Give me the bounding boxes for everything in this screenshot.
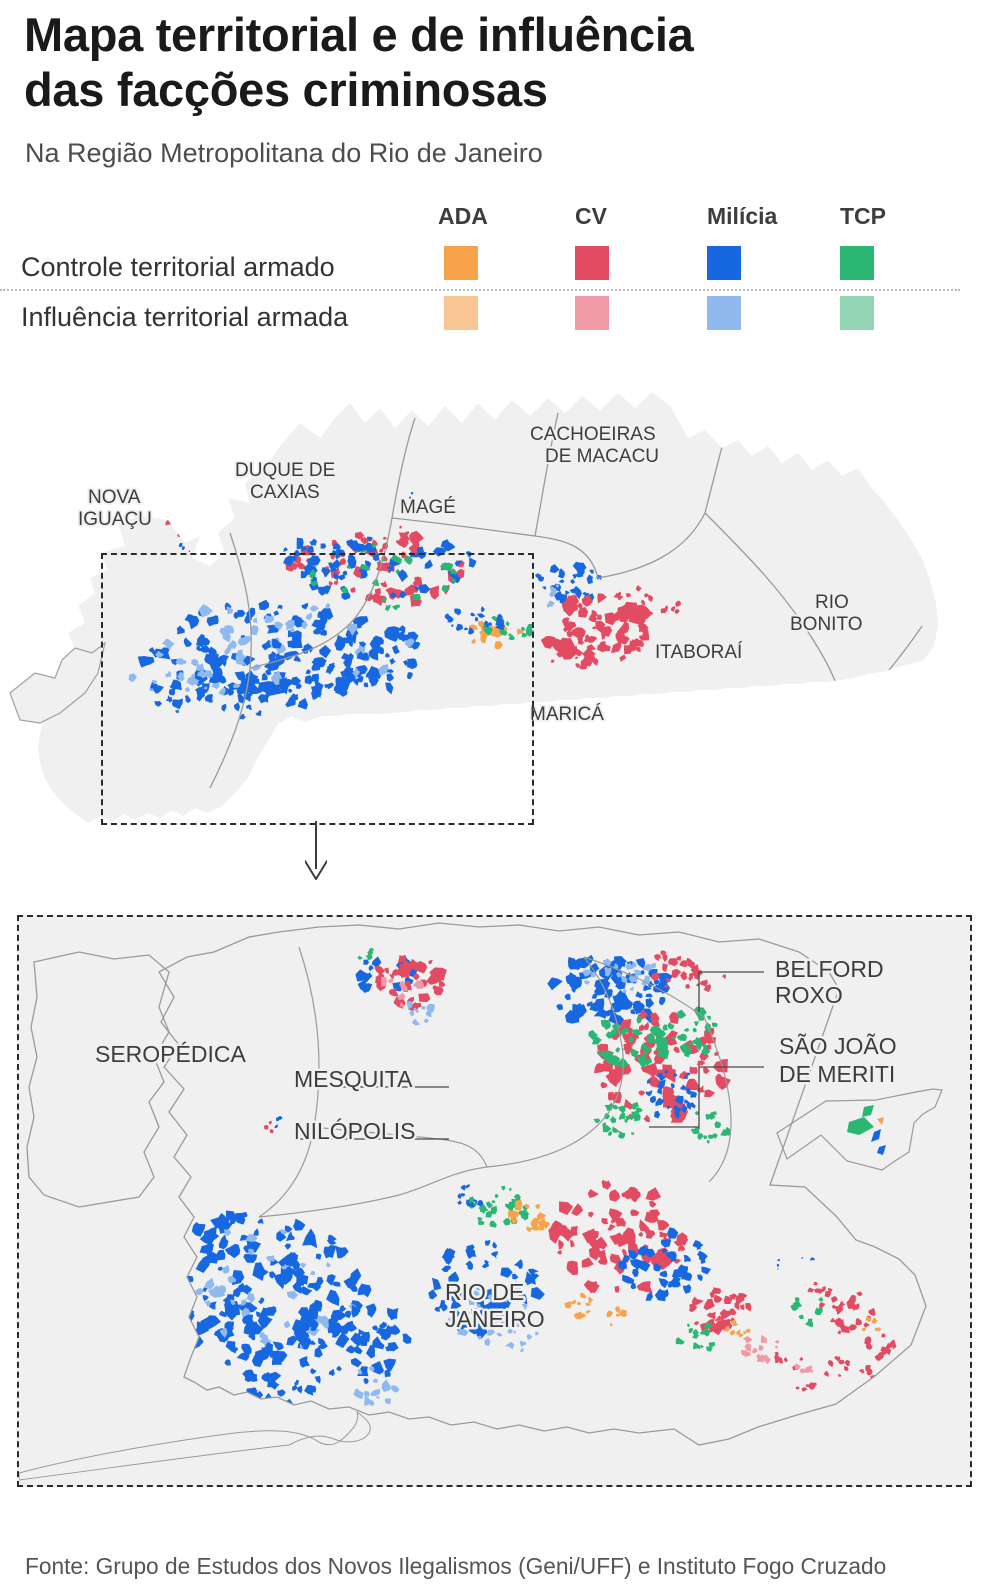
svg-text:ROXO: ROXO <box>775 982 843 1008</box>
svg-text:MAGÉ: MAGÉ <box>400 497 456 518</box>
svg-text:MARICÁ: MARICÁ <box>530 704 604 725</box>
svg-text:DE MERITI: DE MERITI <box>779 1061 895 1087</box>
svg-text:IGUAÇU: IGUAÇU <box>78 509 152 530</box>
svg-text:CACHOEIRAS: CACHOEIRAS <box>530 424 656 445</box>
svg-text:RIO: RIO <box>815 592 849 613</box>
svg-text:SEROPÉDICA: SEROPÉDICA <box>95 1041 246 1067</box>
svg-text:CAXIAS: CAXIAS <box>250 482 320 503</box>
svg-text:BELFORD: BELFORD <box>775 956 884 982</box>
svg-text:JANEIRO: JANEIRO <box>445 1306 545 1332</box>
svg-text:SÃO JOÃO: SÃO JOÃO <box>779 1033 897 1059</box>
svg-text:RIO DE: RIO DE <box>445 1279 524 1305</box>
svg-text:ITABORAÍ: ITABORAÍ <box>655 642 743 663</box>
svg-text:BONITO: BONITO <box>790 614 863 635</box>
svg-text:NOVA: NOVA <box>88 487 141 508</box>
svg-text:NILÓPOLIS: NILÓPOLIS <box>294 1118 415 1144</box>
svg-text:DUQUE DE: DUQUE DE <box>235 460 335 481</box>
svg-text:MESQUITA: MESQUITA <box>294 1066 413 1092</box>
svg-text:DE MACACU: DE MACACU <box>545 446 659 467</box>
